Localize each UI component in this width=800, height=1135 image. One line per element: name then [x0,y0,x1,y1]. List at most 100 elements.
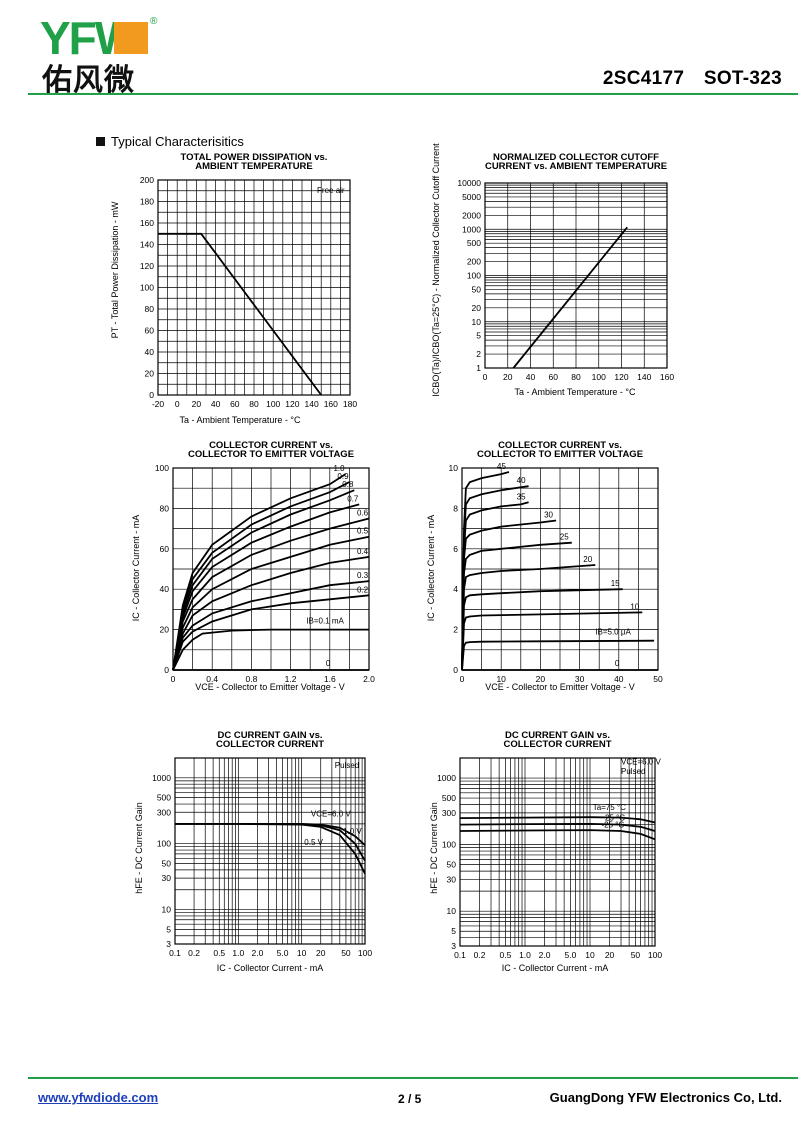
series-curve [461,611,643,671]
x-tick-label: 0 [171,674,176,684]
curve-label: IB=0.1 mA [306,617,344,626]
annotation-free-air: Free air [317,186,345,195]
series-curve [172,503,360,671]
y-tick-label: 1000 [152,773,171,783]
part-number: 2SC4177 [602,68,685,89]
y-tick-label: 140 [140,240,154,250]
x-tick-label: -20 [152,399,165,409]
curve-label: 0.7 [347,494,359,503]
website-link[interactable]: www.yfwdiode.com [38,1090,159,1105]
y-tick-label: 3 [451,941,456,951]
series-curve [172,473,346,671]
x-axis-label: VCE - Collector to Emitter Voltage - V [195,682,345,692]
y-tick-label: 100 [442,840,456,850]
y-tick-label: 20 [472,303,482,313]
chart-grid [484,182,668,369]
y-tick-label: 8 [453,503,458,513]
chart-title-line: COLLECTOR CURRENT vs. [498,440,622,451]
series-curve [512,226,628,369]
part-header: 2SC4177 SOT-323 [603,68,782,90]
series-curve [172,489,355,671]
x-tick-label: 120 [285,399,299,409]
x-axis-label: IC - Collector Current - mA [217,963,324,973]
section-title-text: Typical Characterisitics [111,134,244,149]
y-tick-label: 500 [442,793,456,803]
curve-label: 0 [615,659,620,668]
x-tick-label: 0.1 [169,948,181,958]
y-tick-label: 100 [467,271,481,281]
y-tick-label: 1 [476,363,481,373]
chart-title-line: AMBIENT TEMPERATURE [195,161,313,172]
y-tick-label: 10000 [457,178,481,188]
series-curve [172,628,369,671]
x-tick-label: 100 [592,372,606,382]
y-tick-label: 30 [447,874,457,884]
x-tick-label: 0.4 [206,674,218,684]
x-tick-label: 20 [503,372,513,382]
x-tick-label: 40 [614,674,624,684]
series-curve [172,556,370,671]
y-tick-label: 180 [140,197,154,207]
curve-label: 0.3 [357,571,369,580]
curve-label: 40 [517,476,526,485]
footer-rule [28,1077,798,1079]
chart-title-line: DC CURRENT GAIN vs. [217,730,322,741]
y-tick-label: 10 [449,463,459,473]
company-name: GuangDong YFW Electronics Co, Ltd. [549,1090,782,1105]
y-tick-label: 5000 [462,192,481,202]
series-curve [172,481,350,671]
x-tick-label: 0.5 [500,950,512,960]
x-tick-label: 0.2 [474,950,486,960]
y-axis-label: PT - Total Power Dissipation - mW [110,201,120,338]
x-tick-label: 40 [211,399,221,409]
x-tick-label: 50 [341,948,351,958]
y-tick-label: 0 [149,390,154,400]
plot-frame [174,757,366,945]
series-curve [459,816,656,824]
x-tick-label: 0 [460,674,465,684]
y-axis-label: IC - Collector Current - mA [426,515,436,622]
x-tick-label: 0 [175,399,180,409]
series-curve [175,823,366,875]
bullet-square [96,137,105,146]
x-tick-label: 2.0 [539,950,551,960]
y-tick-label: 10 [447,906,457,916]
y-tick-label: 4 [453,584,458,594]
x-tick-label: 0.8 [245,674,257,684]
x-axis-label: Ta - Ambient Temperature - °C [180,415,301,425]
chart-grid [174,757,365,945]
y-tick-label: 5 [451,926,456,936]
series-curve [461,519,557,671]
y-tick-label: 300 [157,807,171,817]
x-tick-label: 20 [316,948,326,958]
annotation-vce: VCE=6.0 V [311,809,351,818]
series-curve [461,639,655,671]
curve-label: 25 [560,533,569,542]
y-tick-label: 160 [140,218,154,228]
x-tick-label: 50 [653,674,663,684]
curve-label: 30 [544,511,553,520]
chart-collector-current-high: COLLECTOR CURRENT vs.COLLECTOR TO EMITTE… [426,440,663,692]
plot-frame [157,179,351,396]
x-tick-label: 10 [297,948,307,958]
x-tick-label: 180 [343,399,357,409]
annotation-temperature: -25 °C [601,821,624,830]
chart-title-line: COLLECTOR CURRENT vs. [209,440,333,451]
chart-grid [461,467,659,671]
plot-frame [484,182,668,369]
curve-label: 15 [611,579,620,588]
chart-grid [459,757,655,947]
y-tick-label: 120 [140,261,154,271]
chart-title-line: DC CURRENT GAIN vs. [505,730,610,741]
x-tick-label: 60 [549,372,559,382]
annotation-temperature: Ta=75 °C [593,803,626,812]
x-tick-label: 2.0 [251,948,263,958]
y-tick-label: 1000 [437,773,456,783]
chart-dc-gain-temperature: DC CURRENT GAIN vs.COLLECTOR CURRENT 0.1 0… [429,730,662,973]
x-tick-label: 0 [483,372,488,382]
x-tick-label: 40 [526,372,536,382]
x-tick-label: 0.2 [188,948,200,958]
chart-title-line: COLLECTOR TO EMITTER VOLTAGE [188,449,354,460]
x-tick-label: 20 [605,950,615,960]
y-tick-label: 2000 [462,210,481,220]
